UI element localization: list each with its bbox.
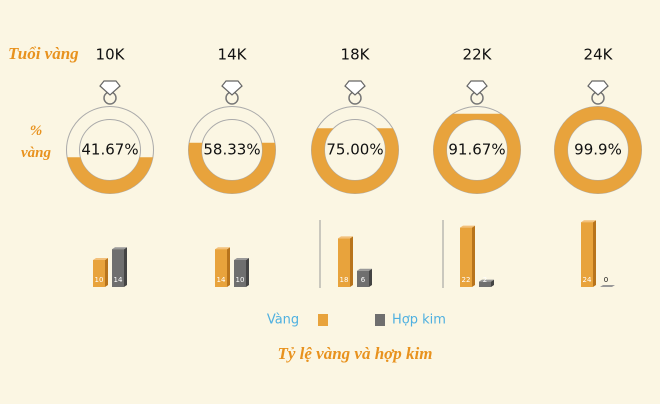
bar-side <box>350 236 353 287</box>
bar-value-label: 10 <box>236 276 245 284</box>
bar-top <box>338 236 353 239</box>
bar-value-label: 14 <box>217 276 226 284</box>
bar-top <box>112 247 127 250</box>
diamond-icon <box>221 80 243 96</box>
bar-value-label: 2 <box>483 276 487 284</box>
bar-title: Tỷ lệ vàng và hợp kim <box>277 344 432 363</box>
karat-label: 14K <box>218 46 248 64</box>
karat-label: 24K <box>584 46 614 64</box>
bar <box>112 249 124 287</box>
ring-fill <box>433 113 521 194</box>
bar-side <box>593 220 596 287</box>
bar-side <box>472 225 475 287</box>
legend-swatch <box>375 314 385 326</box>
legend-swatch <box>318 314 328 326</box>
bar-value-label: 18 <box>340 276 349 284</box>
bar-value-label: 14 <box>114 276 123 284</box>
ring-value-label: 41.67% <box>81 141 138 159</box>
ring-fill <box>311 128 399 194</box>
bar <box>93 260 105 287</box>
bar <box>581 222 593 287</box>
bar <box>215 249 227 287</box>
ring-fill <box>554 106 642 194</box>
bar-top <box>357 268 372 271</box>
karat-label: 18K <box>341 46 371 64</box>
bar-side <box>369 268 372 287</box>
ring-fill <box>188 142 276 194</box>
bar-top <box>234 258 249 260</box>
bar-value-label: 22 <box>462 276 471 284</box>
ring-value-label: 91.67% <box>448 141 505 159</box>
legend-label: Hợp kim <box>392 313 446 328</box>
bar <box>234 260 246 287</box>
bar-side <box>246 258 249 287</box>
bar-value-label: 0 <box>604 276 608 284</box>
bar-value-label: 6 <box>361 276 366 284</box>
bar-side <box>124 247 127 287</box>
karat-label: 10K <box>96 46 126 64</box>
ring-fill <box>67 157 153 194</box>
karat-row-label: Tuổi vàng <box>8 44 79 63</box>
bar-top <box>581 220 596 223</box>
karat-label: 22K <box>463 46 493 64</box>
bar <box>460 227 472 287</box>
percent-row-label: % vàng <box>21 123 51 161</box>
bar-top <box>460 225 475 228</box>
bar-side <box>227 247 230 287</box>
bar-side <box>105 258 108 287</box>
bar-side <box>491 279 494 287</box>
ring-value-label: 58.33% <box>203 141 260 159</box>
diamond-icon <box>466 80 488 96</box>
bar <box>338 238 350 287</box>
bar-top <box>93 258 108 260</box>
bar-top <box>479 279 494 282</box>
bar <box>479 281 491 287</box>
legend-label: Vàng <box>267 313 299 328</box>
diamond-icon <box>99 80 121 96</box>
ring-value-label: 99.9% <box>574 141 622 159</box>
bar-value-label: 10 <box>95 276 104 284</box>
bar-top <box>600 285 615 287</box>
bar <box>357 270 369 287</box>
bar-value-label: 24 <box>583 276 592 284</box>
diamond-icon <box>344 80 366 96</box>
diamond-icon <box>587 80 609 96</box>
bar-top <box>215 247 230 250</box>
ring-value-label: 75.00% <box>326 141 383 159</box>
